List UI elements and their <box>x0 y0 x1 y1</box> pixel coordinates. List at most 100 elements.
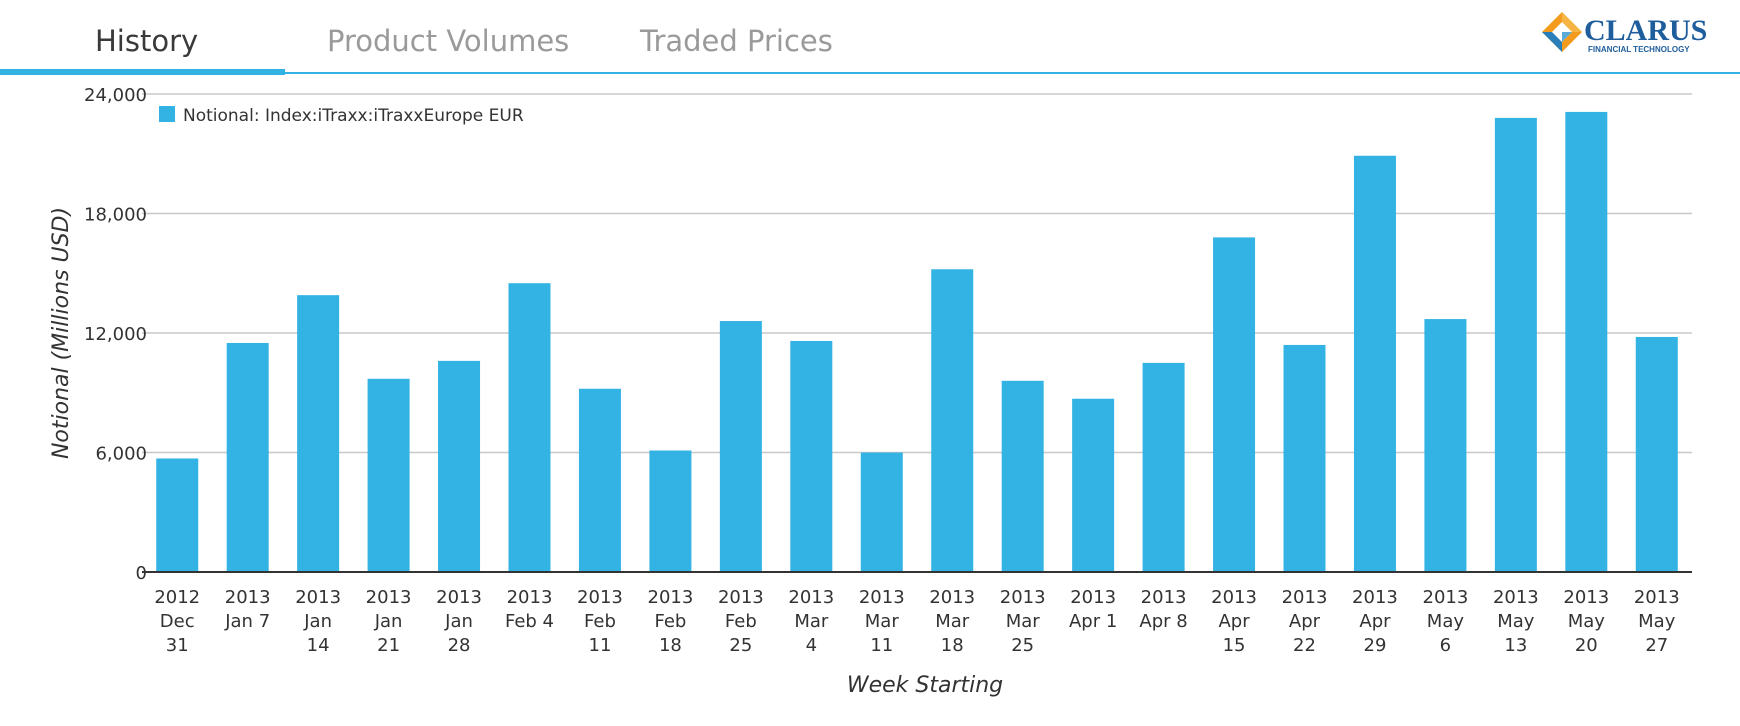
bar[interactable] <box>156 458 199 572</box>
x-tick-label: Mar <box>935 611 970 632</box>
logo-tagline: FINANCIAL TECHNOLOGY <box>1588 45 1690 54</box>
x-tick-label: 2013 <box>507 587 553 608</box>
x-tick-label: 25 <box>1011 635 1034 656</box>
bar[interactable] <box>438 360 481 572</box>
x-tick-label: 2013 <box>1352 587 1398 608</box>
x-tick-label: 2012 <box>154 587 200 608</box>
x-tick-label: May <box>1497 611 1535 632</box>
x-tick-label: 14 <box>307 635 330 656</box>
x-tick-label: 22 <box>1293 635 1316 656</box>
x-tick-label: 2013 <box>1282 587 1328 608</box>
bar[interactable] <box>1424 319 1467 572</box>
x-tick-label: 20 <box>1575 635 1598 656</box>
y-tick-label: 0 <box>136 563 147 584</box>
logo-diamond-icon <box>1542 12 1582 52</box>
bar[interactable] <box>1635 336 1678 572</box>
x-tick-label: Feb <box>584 611 616 632</box>
x-tick-label: 2013 <box>1423 587 1469 608</box>
x-tick-label: Apr 1 <box>1069 611 1117 632</box>
y-tick-label: 6,000 <box>95 444 147 465</box>
x-axis-label: Week Starting <box>847 673 1003 698</box>
x-tick-label: Apr <box>1218 611 1250 632</box>
bar[interactable] <box>1283 344 1326 572</box>
x-tick-label: Jan 7 <box>224 611 270 632</box>
tab-underline <box>0 72 1740 74</box>
bar[interactable] <box>367 378 410 572</box>
y-tick-label: 18,000 <box>84 205 147 226</box>
x-tick-label: May <box>1427 611 1465 632</box>
bar[interactable] <box>297 295 340 572</box>
bar[interactable] <box>1001 380 1044 572</box>
x-tick-label: Mar <box>794 611 829 632</box>
tab-product-volumes[interactable]: Product Volumes <box>327 24 570 58</box>
x-tick-label: 6 <box>1440 635 1451 656</box>
x-tick-label: 4 <box>806 635 817 656</box>
legend-swatch[interactable] <box>159 106 175 122</box>
x-tick-label: 2013 <box>577 587 623 608</box>
x-tick-label: 2013 <box>648 587 694 608</box>
bar[interactable] <box>860 452 903 573</box>
bar[interactable] <box>1353 155 1396 572</box>
bar[interactable] <box>1494 117 1537 573</box>
x-tick-label: 2013 <box>366 587 412 608</box>
bar[interactable] <box>1213 237 1256 572</box>
x-tick-label: 2013 <box>1563 587 1609 608</box>
x-tick-label: 2013 <box>718 587 764 608</box>
x-tick-label: 2013 <box>1000 587 1046 608</box>
x-tick-label: 18 <box>941 635 964 656</box>
x-tick-label: 15 <box>1223 635 1246 656</box>
x-tick-label: May <box>1638 611 1676 632</box>
x-tick-label: 2013 <box>1211 587 1257 608</box>
legend-label[interactable]: Notional: Index:iTraxx:iTraxxEurope EUR <box>183 106 524 126</box>
bar[interactable] <box>508 283 551 572</box>
x-tick-label: 28 <box>448 635 471 656</box>
bar[interactable] <box>649 450 692 572</box>
x-tick-label: 2013 <box>295 587 341 608</box>
x-tick-label: 11 <box>870 635 893 656</box>
bar[interactable] <box>719 321 762 572</box>
x-tick-label: 2013 <box>859 587 905 608</box>
bars <box>156 111 1678 573</box>
x-tick-label: 27 <box>1645 635 1668 656</box>
y-tick-label: 12,000 <box>84 324 147 345</box>
x-tick-label: 25 <box>729 635 752 656</box>
y-tick-label: 24,000 <box>84 85 147 106</box>
x-tick-label: Feb <box>654 611 686 632</box>
x-tick-label: 2013 <box>1070 587 1116 608</box>
x-tick-label: Feb 4 <box>505 611 554 632</box>
bar[interactable] <box>578 388 621 572</box>
x-tick-label: 13 <box>1504 635 1527 656</box>
x-tick-label: Jan <box>303 611 332 632</box>
clarus-logo: CLARUS FINANCIAL TECHNOLOGY <box>1542 12 1707 54</box>
x-tick-label: 2013 <box>788 587 834 608</box>
x-tick-label: 11 <box>589 635 612 656</box>
x-tick-label: 2013 <box>1493 587 1539 608</box>
x-tick-label: 2013 <box>929 587 975 608</box>
bar[interactable] <box>1072 398 1115 572</box>
tab-traded-prices[interactable]: Traded Prices <box>640 24 833 58</box>
x-tick-label: 18 <box>659 635 682 656</box>
bar[interactable] <box>931 269 974 572</box>
x-tick-label: Apr 8 <box>1139 611 1187 632</box>
x-tick-label: Jan <box>444 611 473 632</box>
x-tick-label: 29 <box>1364 635 1387 656</box>
tab-bar: History Product Volumes Traded Prices <box>0 0 1740 78</box>
active-tab-indicator <box>0 69 285 75</box>
x-tick-label: 2013 <box>225 587 271 608</box>
x-tick-label: Apr <box>1359 611 1391 632</box>
bar[interactable] <box>790 340 833 572</box>
bar[interactable] <box>1142 362 1185 572</box>
x-tick-label: 2013 <box>1141 587 1187 608</box>
x-tick-label: Mar <box>865 611 900 632</box>
tab-history[interactable]: History <box>95 24 199 58</box>
x-tick-label: Jan <box>374 611 403 632</box>
bar[interactable] <box>226 342 269 572</box>
bar[interactable] <box>1565 111 1608 573</box>
x-tick-label: Feb <box>725 611 757 632</box>
x-tick-label: 2013 <box>1634 587 1680 608</box>
y-tick-labels: 0 6,000 12,000 18,000 24,000 <box>84 85 147 584</box>
logo-wordmark: CLARUS <box>1584 14 1707 47</box>
x-tick-label: Mar <box>1006 611 1041 632</box>
x-tick-label: May <box>1568 611 1606 632</box>
